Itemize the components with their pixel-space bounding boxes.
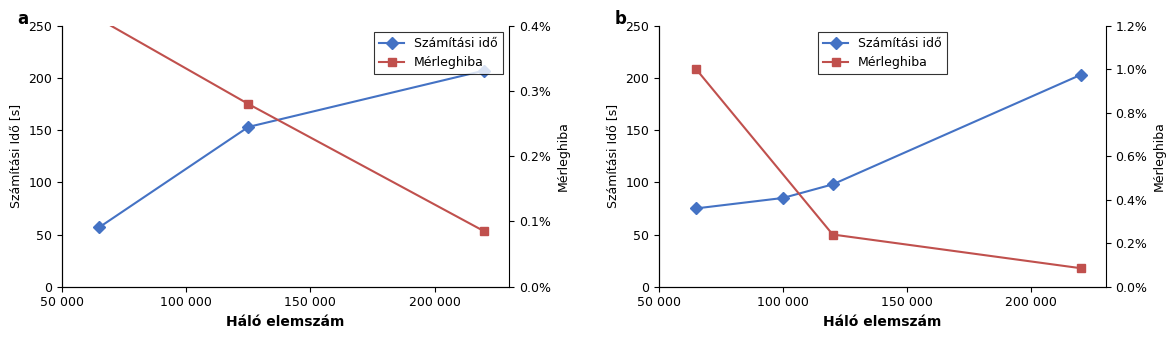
Mérleghiba: [93, 17, 107, 21]
Line: Számítási idő: Számítási idő: [95, 66, 488, 231]
Mérleghiba: [241, 102, 255, 106]
Line: Számítási idő: Számítási idő: [691, 71, 1085, 213]
Line: Mérleghiba: Mérleghiba: [691, 65, 1085, 273]
Számítási idő: [689, 206, 703, 211]
Y-axis label: Számítási Idő [s]: Számítási Idő [s]: [11, 104, 24, 208]
Számítási idő: [826, 182, 840, 186]
Számítási idő: [241, 125, 255, 129]
Text: b: b: [614, 10, 626, 28]
Mérleghiba: [826, 233, 840, 237]
Mérleghiba: [689, 67, 703, 71]
Y-axis label: Mérleghiba: Mérleghiba: [556, 121, 569, 191]
Text: a: a: [18, 10, 28, 28]
X-axis label: Háló elemszám: Háló elemszám: [823, 315, 942, 329]
Számítási idő: [477, 68, 492, 73]
Mérleghiba: [1074, 266, 1088, 270]
Line: Mérleghiba: Mérleghiba: [95, 15, 488, 235]
Számítási idő: [776, 196, 790, 200]
X-axis label: Háló elemszám: Háló elemszám: [226, 315, 345, 329]
Y-axis label: Számítási Idő [s]: Számítási Idő [s]: [607, 104, 620, 208]
Mérleghiba: [477, 229, 492, 233]
Legend: Számítási idő, Mérleghiba: Számítási idő, Mérleghiba: [818, 32, 947, 74]
Y-axis label: Mérleghiba: Mérleghiba: [1152, 121, 1165, 191]
Legend: Számítási idő, Mérleghiba: Számítási idő, Mérleghiba: [374, 32, 502, 74]
Számítási idő: [1074, 73, 1088, 77]
Számítási idő: [93, 225, 107, 229]
